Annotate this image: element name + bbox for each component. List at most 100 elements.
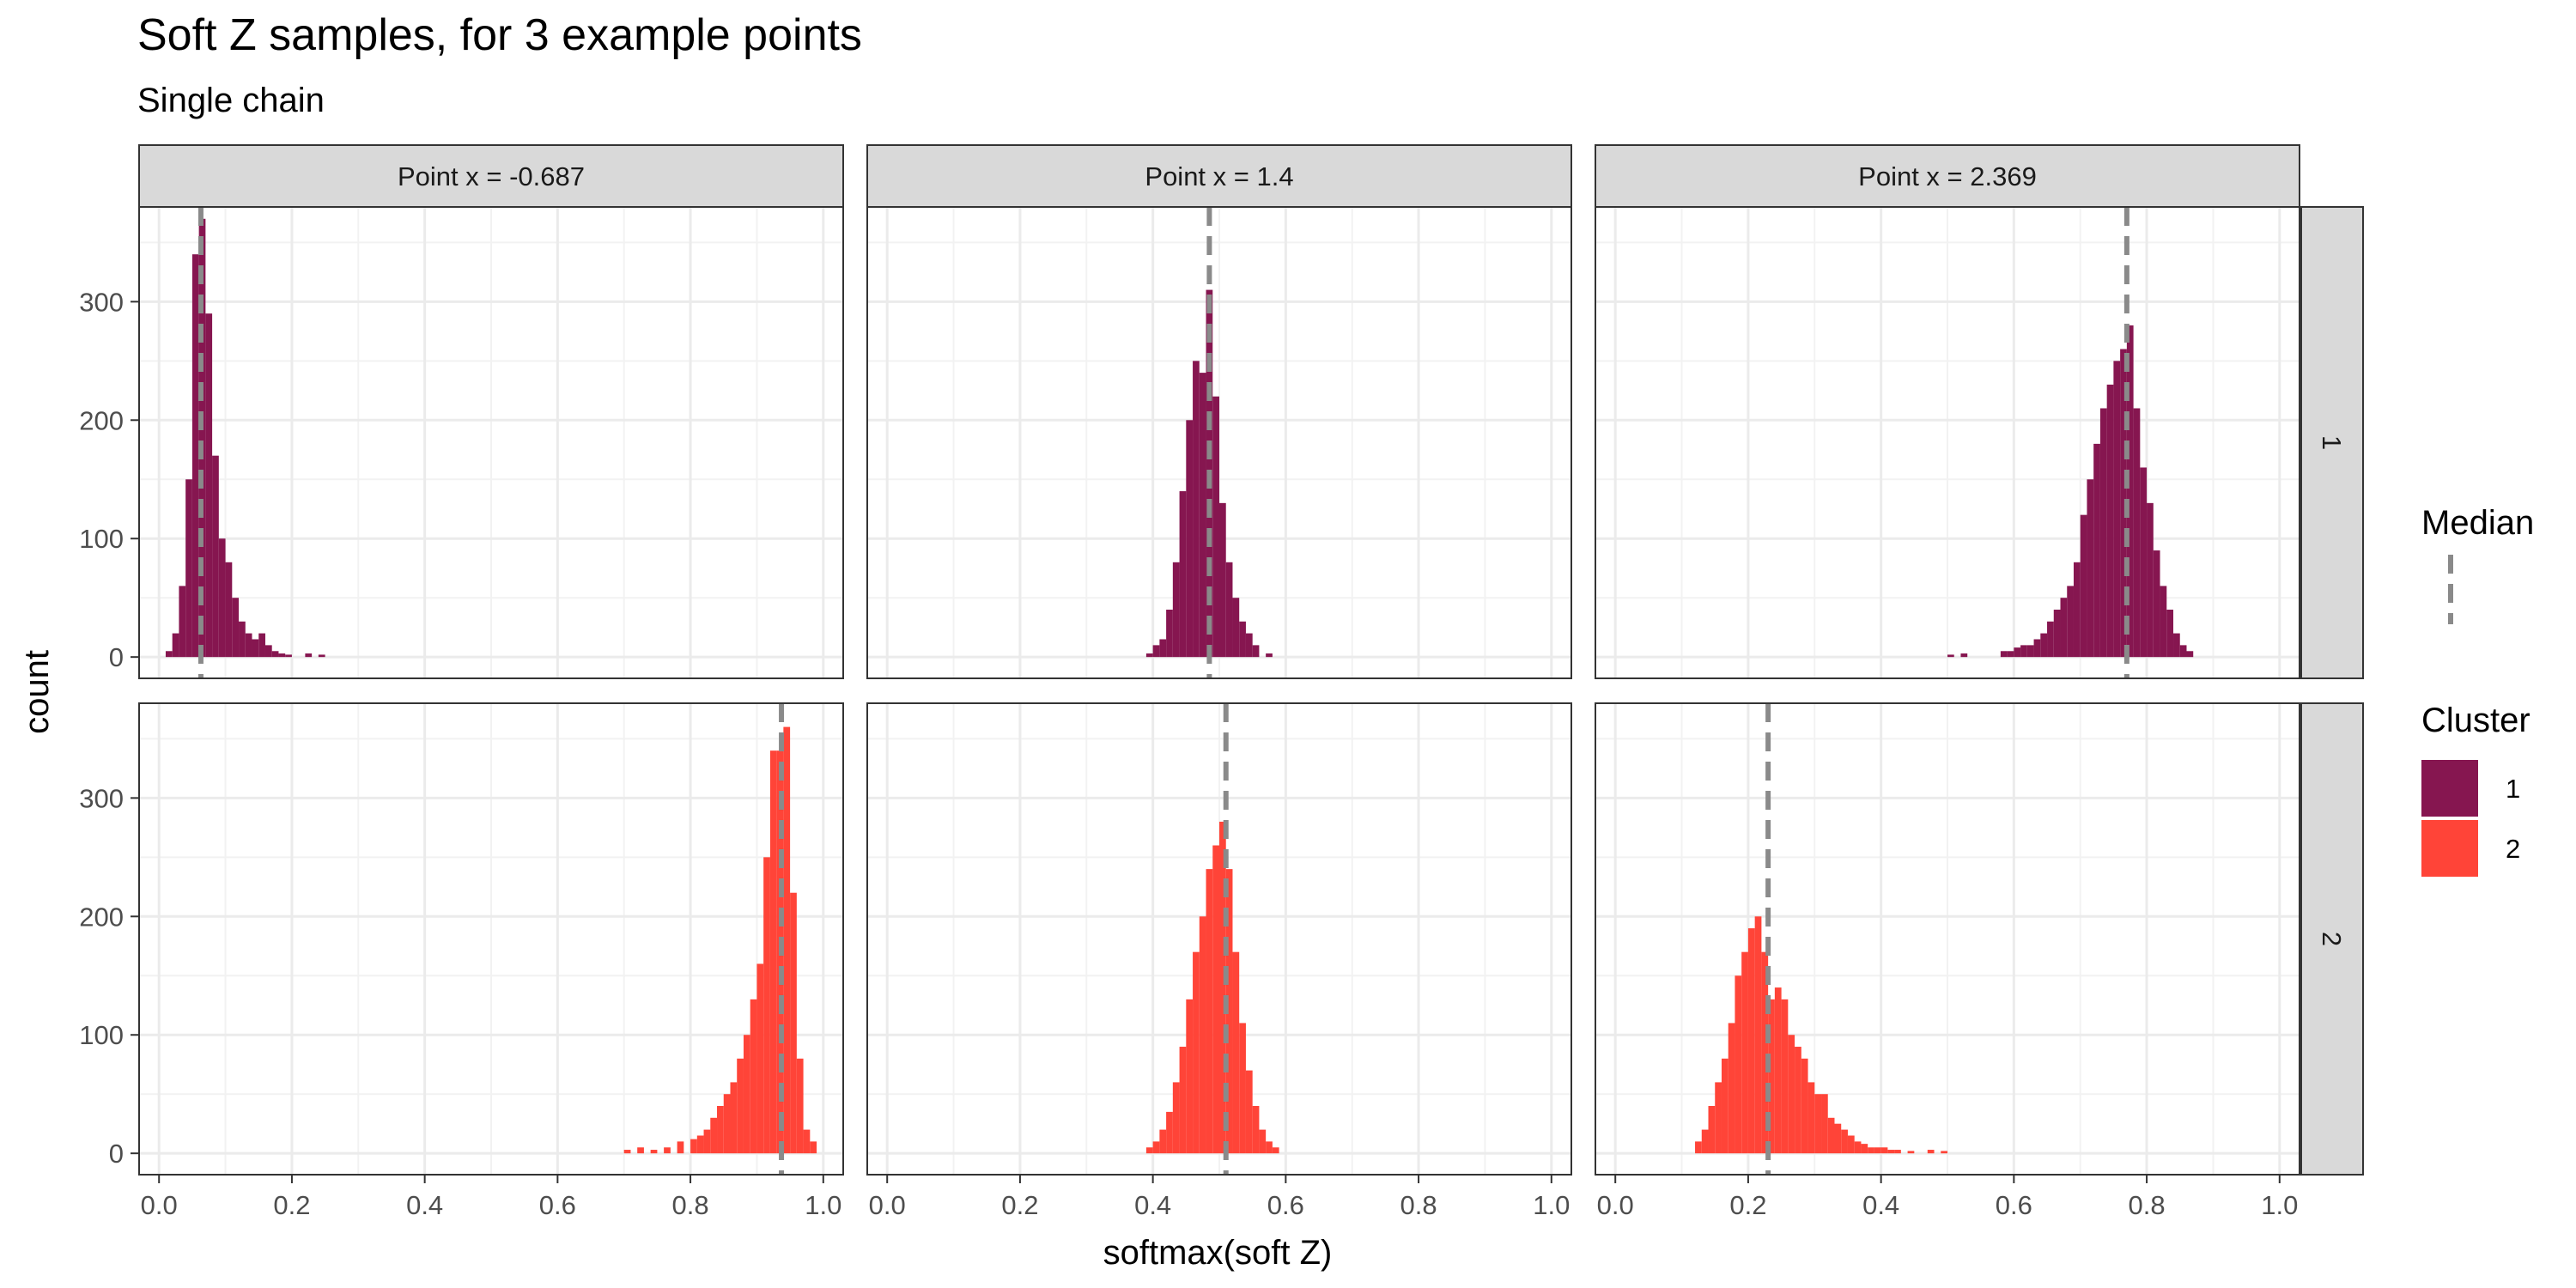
facet-strip-background [138, 144, 844, 208]
histogram-bar [1894, 1150, 1901, 1154]
x-tick-label: 0.4 [1862, 1190, 1899, 1220]
y-tick-label: 200 [79, 902, 124, 932]
y-tick-label: 200 [79, 405, 124, 435]
histogram-bar [1166, 609, 1173, 658]
histogram-bar [1861, 1144, 1868, 1154]
histogram-bar [664, 1147, 671, 1154]
histogram-bar [271, 651, 279, 658]
histogram-bar [769, 750, 777, 1154]
facet-column-strip: Point x = -0.687 [138, 144, 844, 208]
histogram-bar [2120, 349, 2127, 658]
histogram-bar [1854, 1141, 1862, 1154]
histogram-bar [1232, 598, 1240, 658]
histogram-bar [1887, 1150, 1895, 1154]
histogram-bar [2080, 514, 2087, 658]
histogram-bar [1225, 869, 1233, 1154]
histogram-bar [803, 1129, 811, 1154]
histogram-bar [1239, 621, 1246, 658]
histogram-bar [2087, 479, 2094, 658]
facet-column-label: Point x = 2.369 [1858, 161, 2037, 191]
facet-panel: 0.0 0.2 0.4 0.6 0.8 1.0 [1595, 702, 2300, 1220]
x-tick-label: 0.0 [141, 1190, 178, 1220]
histogram-bar [1781, 999, 1789, 1154]
facet-strip-background [866, 144, 1572, 208]
y-tick-label: 0 [109, 1139, 124, 1169]
x-tick-label: 0.8 [1400, 1190, 1437, 1220]
histogram-bar [305, 653, 313, 658]
x-tick-label: 0.0 [869, 1190, 906, 1220]
histogram-bar [1225, 562, 1233, 658]
histogram-bar [1821, 1094, 1828, 1154]
histogram-bar [2173, 633, 2180, 658]
histogram-bar [2053, 609, 2061, 658]
x-tick-label: 0.8 [672, 1190, 709, 1220]
histogram-bar [1145, 653, 1153, 658]
histogram-bar [1774, 987, 1782, 1154]
histogram-bar [1166, 1111, 1173, 1154]
histogram-bar [1199, 373, 1206, 658]
x-tick-label: 0.4 [406, 1190, 443, 1220]
x-tick-label: 1.0 [805, 1190, 841, 1220]
histogram-bar [2153, 550, 2160, 658]
histogram-bar [1788, 1035, 1795, 1154]
x-tick-label: 0.2 [273, 1190, 310, 1220]
histogram-bar [1841, 1129, 1848, 1154]
histogram-bar [1239, 1023, 1246, 1154]
histogram-bar [2099, 408, 2107, 658]
histogram-bar [1741, 951, 1748, 1154]
histogram-bar [810, 1141, 817, 1154]
histogram-bar [1152, 1141, 1160, 1154]
histogram-bar [252, 639, 259, 658]
facet-strip-background [2300, 206, 2364, 679]
y-tick-label: 100 [79, 524, 124, 554]
histogram-bar [690, 1139, 697, 1154]
histogram-bar [218, 538, 226, 658]
y-tick-label: 0 [109, 642, 124, 672]
x-tick-label: 0.6 [1267, 1190, 1304, 1220]
histogram-bar [1152, 645, 1160, 658]
histogram-bar [2040, 633, 2048, 658]
histogram-bar [1960, 653, 1968, 658]
histogram-bar [1219, 502, 1226, 658]
histogram-bar [1947, 654, 1954, 658]
histogram-bar [1847, 1135, 1855, 1154]
histogram-bar [2147, 502, 2154, 658]
histogram-bar [710, 1117, 718, 1154]
histogram-bar [1266, 653, 1273, 658]
y-tick-label: 100 [79, 1020, 124, 1050]
histogram-bar [2060, 598, 2068, 658]
panel-border [138, 702, 844, 1176]
histogram-bar [2067, 586, 2074, 658]
y-axis-title: count [18, 650, 56, 734]
histogram-bar [796, 1058, 804, 1154]
histogram-bar [1245, 633, 1253, 658]
legend-swatch-cluster-2 [2421, 820, 2478, 877]
x-tick-label: 0.2 [1001, 1190, 1038, 1220]
histogram-bar [637, 1147, 644, 1154]
histogram-bar [2133, 408, 2141, 658]
x-axis-title: softmax(soft Z) [1103, 1234, 1333, 1272]
histogram-bar [2160, 586, 2167, 658]
histogram-bar [1245, 1070, 1253, 1154]
facet-panel [1595, 206, 2300, 679]
histogram-bar [1868, 1147, 1874, 1154]
histogram-bar [1272, 1147, 1279, 1154]
histogram-bar [1252, 1105, 1260, 1154]
histogram-bar [1266, 1141, 1273, 1154]
histogram-bar [1252, 645, 1260, 658]
histogram-bar [1708, 1105, 1716, 1154]
histogram-bar [737, 1058, 744, 1154]
panel-border [138, 206, 844, 679]
histogram-bar [1193, 361, 1200, 658]
histogram-bar [1907, 1151, 1915, 1154]
legend: Median Cluster 1 2 [2421, 504, 2534, 877]
histogram-bar [258, 633, 265, 658]
panel-border [1595, 702, 2300, 1176]
facet-strip-background [2300, 702, 2364, 1176]
histogram-bar [232, 598, 240, 658]
histogram-bar [1159, 1129, 1167, 1154]
legend-label-cluster-1: 1 [2506, 774, 2520, 804]
x-tick-label: 0.6 [539, 1190, 576, 1220]
